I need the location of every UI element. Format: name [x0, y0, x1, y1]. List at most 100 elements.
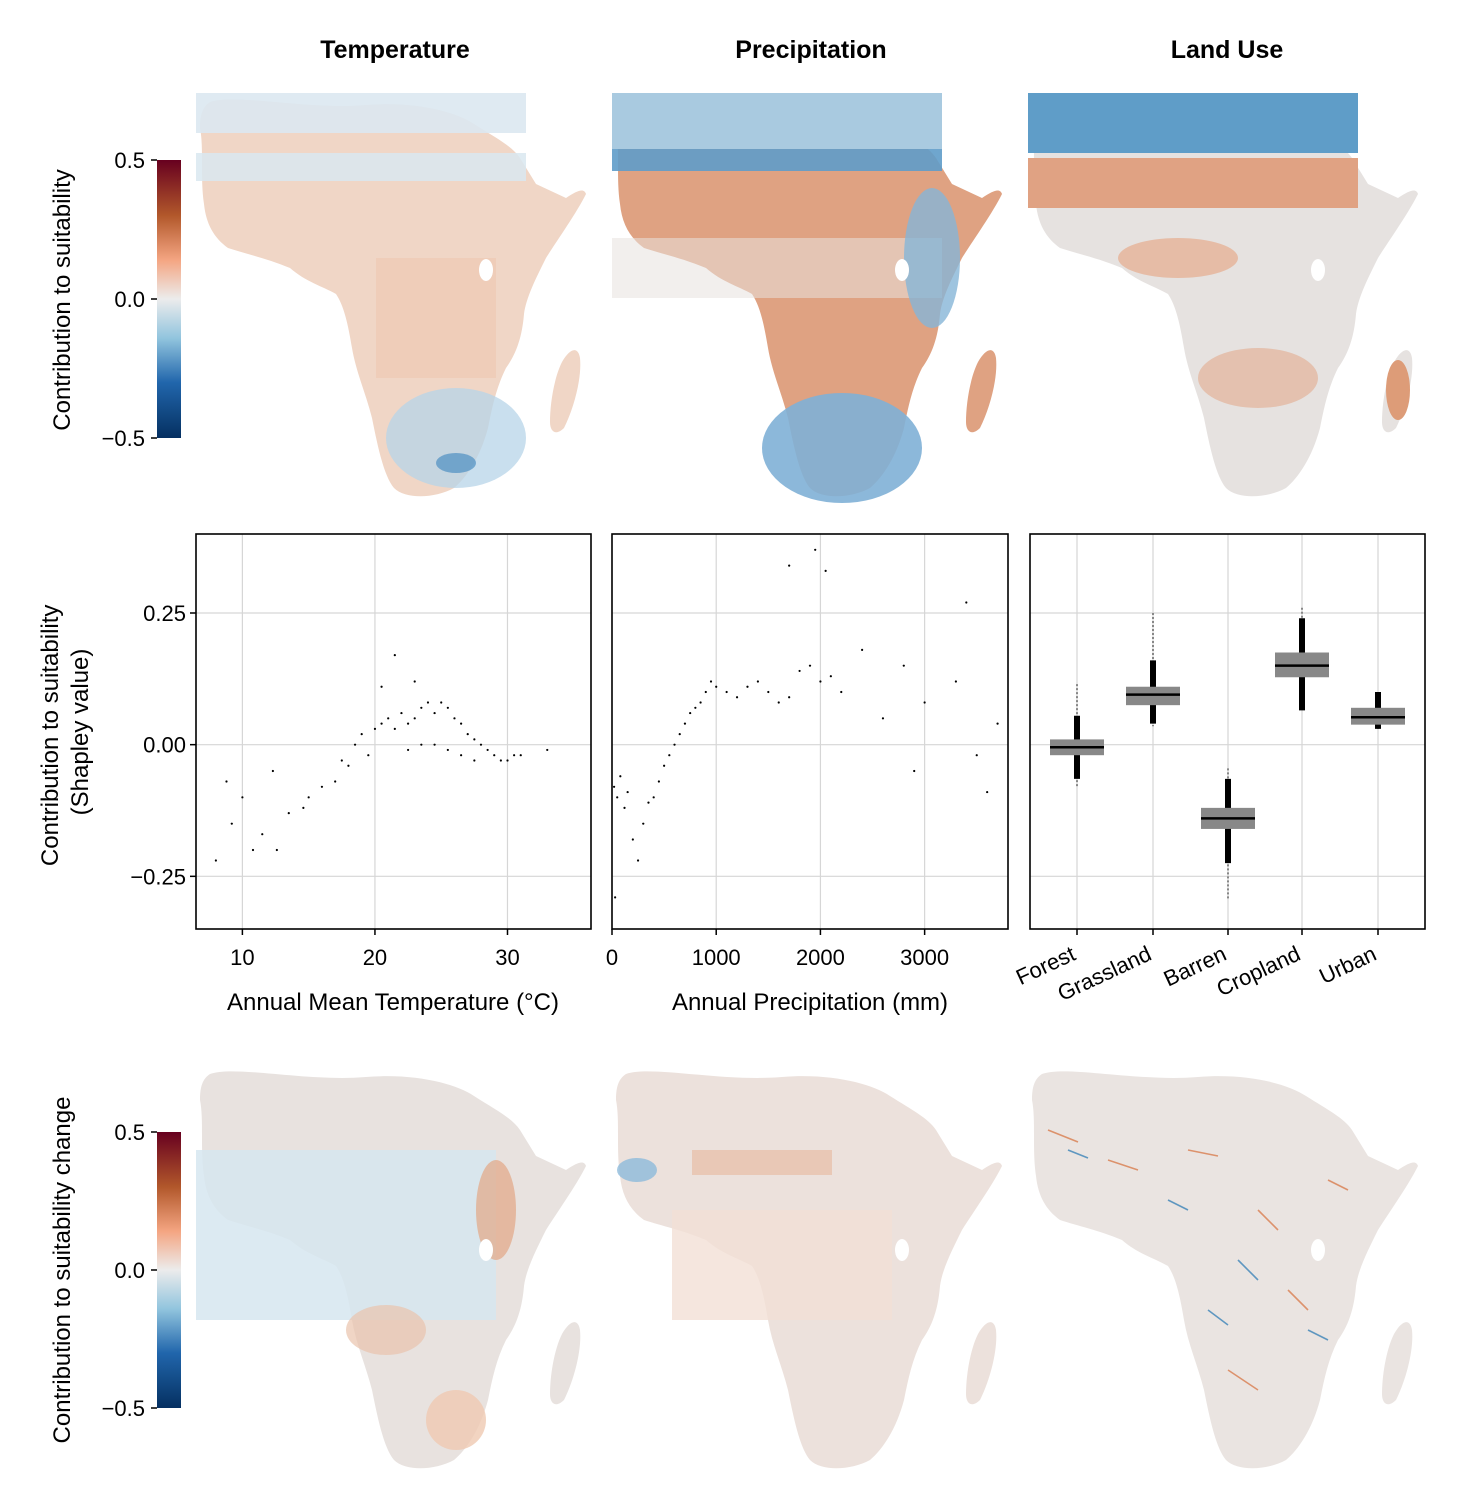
- scatter-temperature-yticks: 0.25 0.00 −0.25: [130, 601, 196, 889]
- scatter-point: [902, 664, 905, 667]
- y-tick-label: 0.00: [143, 733, 186, 758]
- scatter-point: [367, 754, 370, 757]
- scatter-point: [307, 796, 310, 799]
- x-tick-label: 10: [230, 945, 254, 970]
- scatter-point: [373, 727, 377, 730]
- scatter-point: [626, 790, 629, 794]
- scatter-point: [479, 743, 483, 746]
- scatter-point: [334, 780, 337, 783]
- scatter-point: [302, 806, 305, 809]
- category-label: Urban: [1315, 941, 1380, 989]
- scatter-point: [440, 701, 443, 704]
- scatter-point: [546, 748, 549, 752]
- col-title-precipitation: Precipitation: [735, 36, 886, 64]
- x-tick-label: 0: [606, 945, 618, 970]
- scatter-temperature-points: [214, 654, 549, 862]
- scatter-point: [473, 759, 476, 762]
- scatter-point: [406, 748, 410, 752]
- colorbar-top-tick-mid: 0.0: [114, 287, 145, 312]
- scatter-point: [840, 690, 843, 694]
- col-title-temperature: Temperature: [320, 36, 470, 64]
- scatter-point: [715, 685, 718, 688]
- scatter-point: [881, 717, 885, 720]
- scatter-point: [636, 859, 640, 862]
- scatter-point: [230, 822, 233, 825]
- scatter-point: [986, 790, 989, 794]
- scatter-point: [320, 785, 324, 788]
- scatter-point: [689, 711, 692, 715]
- scatter-point: [975, 754, 978, 757]
- scatter-point: [663, 764, 666, 767]
- map-temperature-change: [196, 1071, 586, 1469]
- scatter-point: [619, 775, 622, 778]
- y-tick-label: −0.25: [130, 864, 186, 889]
- col-title-land-use: Land Use: [1171, 36, 1284, 64]
- scatter-precipitation-frame: [611, 533, 1009, 930]
- colorbar-top-gradient: [157, 160, 181, 438]
- scatter-point: [996, 722, 999, 725]
- scatter-point: [756, 680, 759, 683]
- scatter-point: [678, 733, 681, 736]
- scatter-point: [460, 754, 463, 757]
- scatter-point: [353, 743, 357, 746]
- scatter-ylabel: Contribution to suitability (Shapley val…: [37, 598, 94, 866]
- scatter-precipitation-points: [612, 548, 999, 899]
- colorbar-top-label: Contribution to suitability: [49, 169, 76, 430]
- scatter-point: [683, 722, 687, 725]
- scatter-point: [631, 838, 634, 841]
- scatter-point: [446, 748, 449, 752]
- map-land-use: [1028, 93, 1418, 497]
- scatter-point: [420, 743, 423, 746]
- scatter-point: [426, 701, 430, 704]
- scatter-point: [275, 848, 278, 852]
- scatter-point: [861, 648, 864, 651]
- box-iqr: [1126, 686, 1180, 706]
- scatter-point: [673, 743, 676, 746]
- scatter-point: [814, 548, 817, 551]
- colorbar-bottom-tick-mid: 0.0: [114, 1258, 145, 1283]
- boxplot-land-use-boxes: [1050, 607, 1405, 901]
- scatter-temperature-frame: [195, 533, 592, 930]
- scatter-point: [808, 664, 812, 667]
- scatter-point: [261, 833, 264, 836]
- scatter-point: [413, 680, 416, 683]
- x-tick-label: 1000: [692, 945, 741, 970]
- scatter-point: [699, 701, 702, 704]
- scatter-point: [642, 822, 645, 825]
- scatter-point: [704, 690, 707, 694]
- scatter-point: [413, 717, 416, 720]
- scatter-temperature-panel: 10 20 30 0.25 0.00 −0.25 Annual Mean Tempera…: [37, 533, 592, 1016]
- scatter-point: [433, 743, 436, 746]
- colorbar-bottom-tick-min: −0.5: [102, 1396, 145, 1421]
- scatter-point: [777, 701, 780, 704]
- scatter-temperature-xticks: 10 20 30: [230, 929, 520, 970]
- scatter-point: [340, 759, 343, 762]
- scatter-temperature-xlabel: Annual Mean Temperature (°C): [227, 989, 559, 1016]
- scatter-point: [616, 796, 619, 799]
- scatter-point: [347, 764, 350, 767]
- scatter-point: [387, 717, 390, 720]
- scatter-point: [453, 717, 456, 720]
- scatter-point: [225, 780, 228, 783]
- map-precipitation: [612, 93, 1002, 503]
- scatter-point: [965, 601, 968, 604]
- scatter-point: [380, 722, 383, 725]
- colorbar-bottom-tick-max: 0.5: [114, 1120, 145, 1145]
- scatter-point: [519, 754, 522, 757]
- colorbar-top: 0.5 0.0 −0.5 Contribution to suitability: [49, 148, 181, 451]
- scatter-point: [380, 685, 383, 688]
- map-precipitation-change: [616, 1071, 1002, 1469]
- scatter-point: [499, 759, 502, 762]
- scatter-point: [506, 759, 509, 762]
- scatter-point: [433, 711, 436, 715]
- scatter-precipitation-panel: 0 1000 2000 3000 Annual Precipitation (mm): [606, 533, 1009, 1016]
- scatter-point: [954, 680, 957, 683]
- scatter-point: [241, 796, 244, 799]
- scatter-point: [466, 733, 469, 736]
- scatter-point: [798, 669, 801, 673]
- scatter-point: [647, 801, 650, 804]
- scatter-point: [829, 675, 832, 678]
- scatter-point: [819, 680, 822, 683]
